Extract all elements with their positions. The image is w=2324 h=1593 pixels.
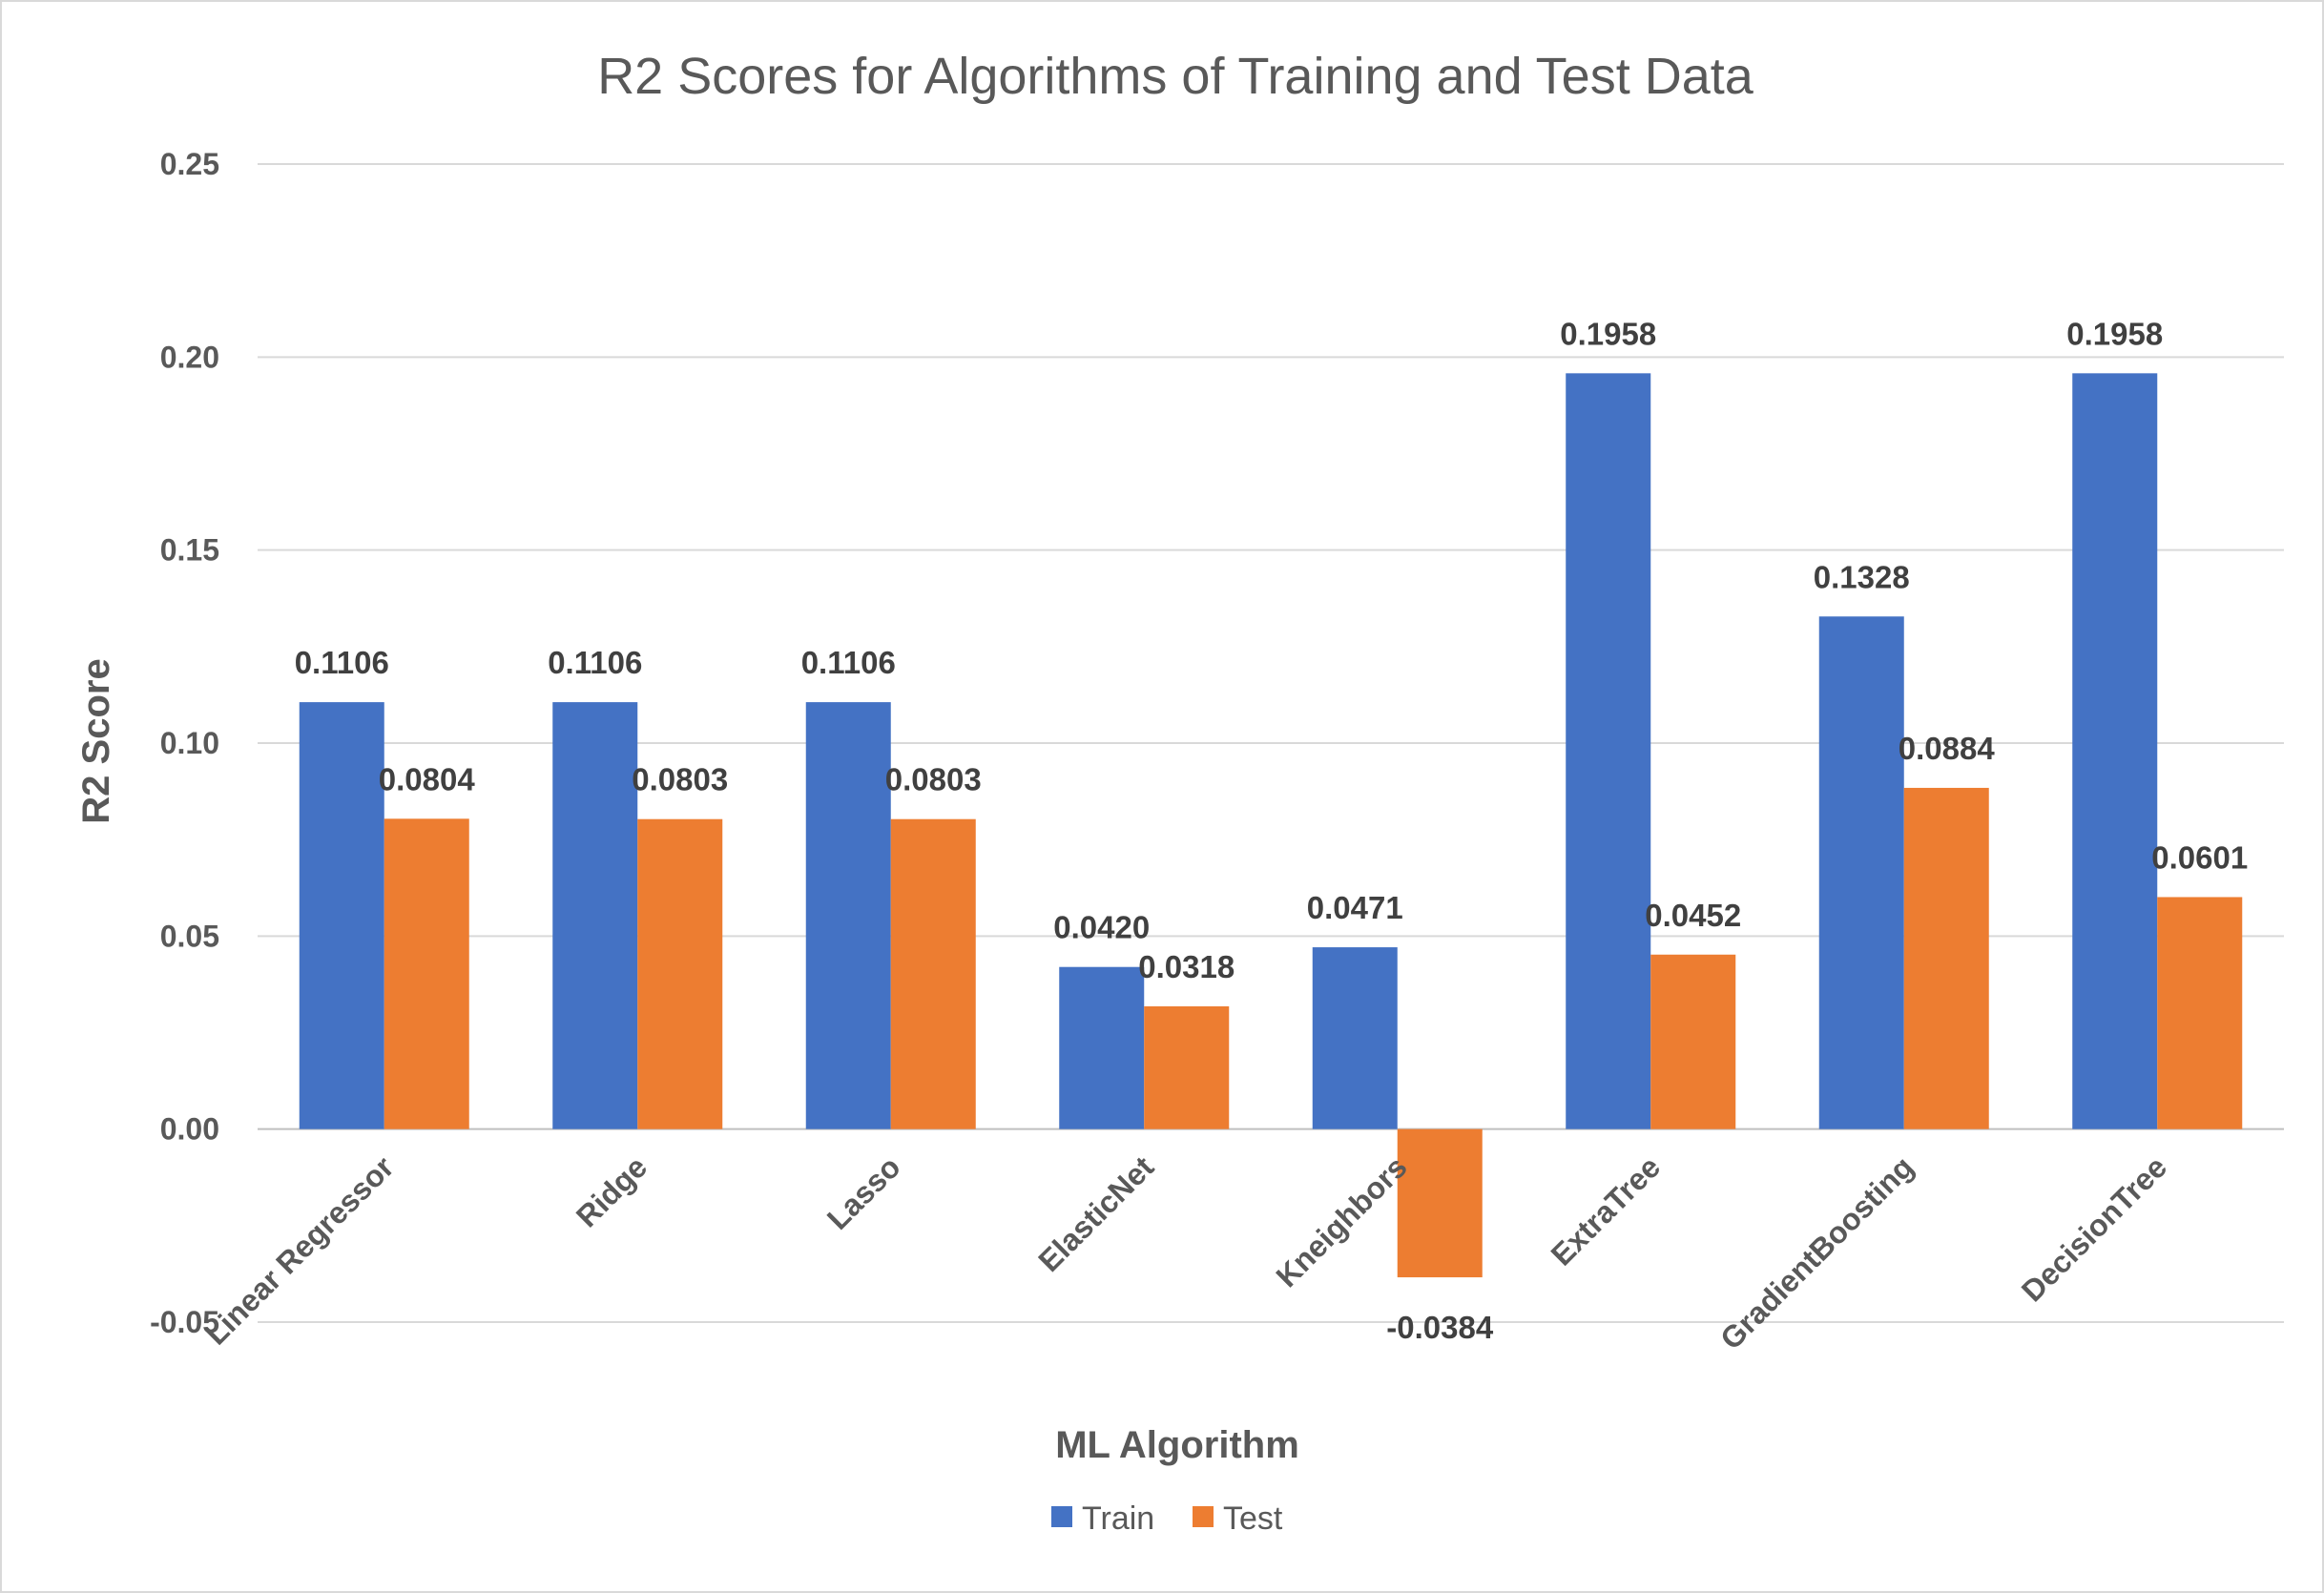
test-data-label: 0.0601 xyxy=(2151,839,2248,875)
test-data-label: 0.0884 xyxy=(1899,731,1996,766)
test-data-label: 0.0452 xyxy=(1645,898,1741,933)
y-tick-label: 0.00 xyxy=(160,1112,219,1147)
x-axis-title: ML Algorithm xyxy=(1055,1424,1299,1466)
test-bar xyxy=(1144,1005,1230,1129)
train-bar xyxy=(1566,373,1651,1129)
test-data-label: 0.0803 xyxy=(885,762,982,797)
x-category-label: GradientBoosting xyxy=(1713,1149,1920,1356)
legend: Train Test xyxy=(1051,1500,1283,1537)
test-bar xyxy=(890,818,976,1129)
x-category-label: Ridge xyxy=(570,1149,654,1233)
x-category-label: DecisionTree xyxy=(2015,1149,2173,1308)
train-legend-label: Train xyxy=(1082,1500,1154,1537)
y-axis-title: R2 Score xyxy=(75,658,117,823)
data-labels: 0.1106 0.0804 0.1106 0.0803 0.1106 0.0803 0.04… xyxy=(295,316,2249,1345)
test-data-label: 0.0803 xyxy=(632,762,728,797)
x-axis-categories: Linear Regressor Ridge Lasso ElasticNet Knei… xyxy=(198,1149,2173,1356)
test-bar xyxy=(1903,787,1989,1129)
test-data-label: 0.0804 xyxy=(379,761,476,796)
train-data-label: 0.1106 xyxy=(295,645,389,680)
train-data-label: 0.1106 xyxy=(801,645,896,680)
test-legend-label: Test xyxy=(1223,1500,1283,1537)
train-data-label: 0.0471 xyxy=(1307,890,1403,925)
train-legend-swatch xyxy=(1051,1506,1072,1527)
train-bar xyxy=(1312,947,1398,1129)
test-bar xyxy=(384,818,469,1129)
train-bar xyxy=(299,702,384,1129)
x-category-label: ExtraTree xyxy=(1545,1149,1668,1272)
test-bar xyxy=(2157,897,2243,1129)
train-data-label: 0.0420 xyxy=(1053,910,1150,945)
train-data-label: 0.1958 xyxy=(1560,316,1656,351)
train-bar xyxy=(1818,616,1904,1129)
train-bar xyxy=(805,702,891,1129)
y-tick-label: 0.20 xyxy=(160,340,219,374)
y-axis-ticks: -0.05 0.00 0.05 0.10 0.15 0.20 0.25 xyxy=(150,147,219,1339)
test-legend-swatch xyxy=(1193,1506,1214,1527)
x-category-label: ElasticNet xyxy=(1031,1149,1160,1278)
y-tick-label: 0.15 xyxy=(160,533,219,568)
y-tick-label: 0.05 xyxy=(160,919,219,953)
y-tick-label: 0.10 xyxy=(160,726,219,760)
train-bar xyxy=(1059,966,1145,1129)
train-bar xyxy=(552,702,638,1129)
train-data-label: 0.1328 xyxy=(1814,559,1910,594)
test-bar xyxy=(637,818,723,1129)
train-data-label: 0.1106 xyxy=(548,645,642,680)
test-data-label: 0.0318 xyxy=(1138,949,1235,984)
y-tick-label: -0.05 xyxy=(150,1305,219,1339)
y-tick-label: 0.25 xyxy=(160,147,219,181)
test-bar xyxy=(1650,954,1736,1129)
chart-title: R2 Scores for Algorithms of Training and… xyxy=(597,48,1754,105)
train-data-label: 0.1958 xyxy=(2066,316,2163,351)
bars xyxy=(299,373,2243,1278)
x-category-label: Kneighbors xyxy=(1270,1149,1414,1293)
train-bar xyxy=(2072,373,2158,1129)
test-bar xyxy=(1397,1128,1483,1278)
test-data-label: -0.0384 xyxy=(1386,1310,1494,1345)
x-category-label: Lasso xyxy=(820,1149,907,1236)
